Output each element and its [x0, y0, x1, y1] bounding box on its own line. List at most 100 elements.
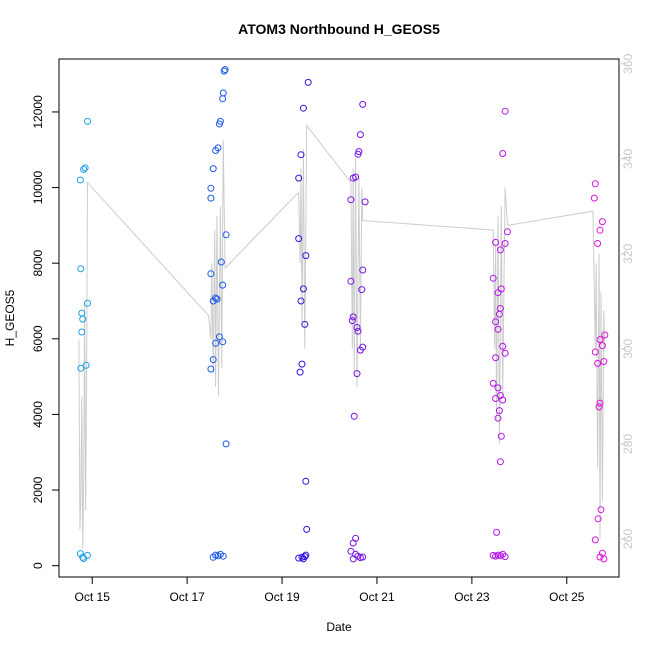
- data-point: [78, 309, 86, 317]
- data-point: [222, 231, 230, 239]
- data-point: [84, 299, 91, 307]
- data-point: [356, 346, 364, 354]
- data-point: [219, 89, 227, 97]
- data-point: [355, 148, 363, 156]
- data-point: [302, 477, 310, 485]
- data-point: [496, 458, 504, 466]
- data-point: [497, 285, 505, 293]
- data-point: [496, 305, 504, 312]
- data-point: [209, 356, 217, 364]
- x-axis-label: Date: [326, 620, 352, 634]
- data-point: [219, 281, 227, 289]
- data-point: [220, 67, 228, 75]
- data-point: [219, 552, 227, 560]
- data-point: [215, 333, 223, 341]
- data-point: [591, 348, 599, 356]
- data-point: [494, 384, 502, 392]
- data-point: [489, 274, 497, 282]
- x-tick-label: Oct 17: [169, 590, 205, 604]
- x-tick-label: Oct 21: [359, 590, 395, 604]
- data-point: [219, 95, 227, 103]
- data-point: [207, 184, 215, 192]
- y-tick-label: 6000: [31, 325, 45, 352]
- data-point: [222, 440, 230, 448]
- data-point: [496, 246, 504, 254]
- data-point: [494, 414, 502, 422]
- data-point: [297, 297, 305, 305]
- data-point: [84, 117, 91, 125]
- y2-tick-label: 280: [621, 434, 635, 454]
- data-point: [597, 506, 605, 514]
- data-point: [295, 174, 303, 182]
- data-point: [353, 370, 361, 378]
- y-axis-left: 0 2000 4000 6000 8000 10000 12000: [31, 95, 59, 569]
- data-point: [349, 555, 357, 563]
- data-point: [598, 218, 606, 226]
- chart-title: ATOM3 Northbound H_GEOS5: [238, 21, 440, 37]
- data-point: [596, 336, 604, 344]
- y2-tick-label: 360: [621, 53, 635, 73]
- data-point: [80, 555, 88, 562]
- data-point: [79, 315, 87, 323]
- data-point: [212, 339, 220, 347]
- data-point: [216, 117, 224, 125]
- data-point: [594, 515, 602, 523]
- data-point: [499, 396, 507, 404]
- y2-tick-label: 320: [621, 244, 635, 264]
- data-point: [81, 164, 89, 172]
- data-point: [499, 150, 507, 157]
- data-point: [595, 403, 603, 411]
- data-point: [77, 364, 85, 372]
- data-point: [359, 100, 367, 108]
- data-point: [358, 286, 366, 294]
- data-point: [303, 525, 311, 533]
- data-point: [497, 432, 505, 440]
- data-point: [76, 550, 84, 558]
- data-point: [299, 285, 307, 293]
- data-point: [298, 360, 306, 368]
- data-point: [209, 297, 217, 305]
- data-point: [489, 379, 497, 387]
- data-point: [299, 555, 307, 563]
- data-point: [591, 180, 599, 188]
- data-point: [359, 266, 367, 274]
- data-point: [217, 258, 225, 266]
- y-tick-label: 2000: [31, 476, 45, 503]
- data-point: [207, 270, 215, 278]
- data-point: [356, 131, 364, 139]
- data-point: [504, 228, 511, 236]
- x-axis: Oct 15 Oct 17 Oct 19 Oct 21 Oct 23 Oct 25: [75, 577, 585, 604]
- data-point: [501, 240, 509, 247]
- data-point: [348, 317, 356, 325]
- data-point: [492, 395, 500, 402]
- data-point: [600, 358, 608, 365]
- x-tick-label: Oct 25: [549, 590, 585, 604]
- data-point: [221, 66, 229, 74]
- data-point: [354, 327, 362, 335]
- data-point: [493, 528, 501, 536]
- data-point: [349, 313, 357, 321]
- data-point: [492, 238, 500, 246]
- series-line: [78, 124, 606, 549]
- x-tick-label: Oct 23: [454, 590, 490, 604]
- data-point: [594, 240, 602, 247]
- data-point: [347, 196, 355, 204]
- data-point: [598, 342, 606, 350]
- data-point: [594, 359, 602, 367]
- data-point: [296, 368, 304, 376]
- data-point: [501, 553, 509, 561]
- data-point: [596, 226, 604, 234]
- plot-frame: [58, 58, 620, 578]
- data-point: [596, 399, 604, 407]
- y-axis-right: 260 280 300 320 340 360: [619, 53, 635, 549]
- data-point: [78, 328, 86, 336]
- y2-tick-label: 340: [621, 148, 635, 168]
- x-tick-label: Oct 19: [264, 590, 300, 604]
- data-point: [207, 365, 215, 373]
- x-tick-label: Oct 15: [75, 590, 111, 604]
- y-tick-label: 8000: [31, 250, 45, 277]
- data-point: [347, 277, 355, 285]
- y2-tick-label: 260: [621, 529, 635, 549]
- data-point: [77, 265, 85, 273]
- y-tick-label: 10000: [31, 171, 45, 205]
